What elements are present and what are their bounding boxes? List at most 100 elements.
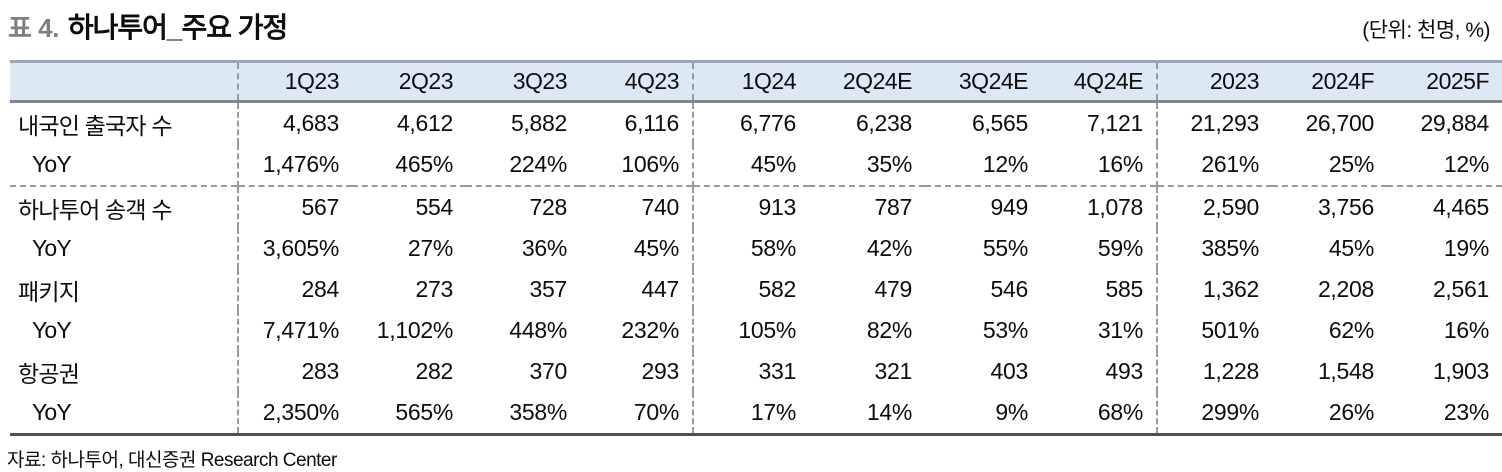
table-row: 항공권 283 282 370 293 331 321 403 493 1,228 1,548 1,9… bbox=[10, 351, 1502, 392]
table-cell: 55% bbox=[982, 235, 1028, 261]
row-label: 내국인 출국자 수 bbox=[18, 112, 173, 139]
table-cell: 21,293 bbox=[1156, 101, 1272, 144]
assumptions-table: 1Q23 2Q23 3Q23 4Q23 1Q24 2Q24E 3Q24E 4Q24E 2023 2… bbox=[10, 60, 1502, 436]
table-cell: 6,116 bbox=[624, 110, 680, 136]
table-cell: 68% bbox=[1097, 399, 1143, 425]
table-cell: 283 bbox=[237, 351, 352, 392]
table-row: 하나투어 송객 수 567 554 728 740 913 787 949 1,078 2,590… bbox=[10, 185, 1502, 228]
table-cell: 2,208 bbox=[1317, 276, 1374, 302]
row-label: 패키지 bbox=[18, 278, 80, 305]
table-cell: 62% bbox=[1328, 317, 1374, 343]
table-cell: 740 bbox=[580, 185, 693, 228]
table-cell: 4,612 bbox=[396, 110, 453, 136]
header-cell-4q23: 4Q23 bbox=[580, 61, 693, 103]
table-titlebar: 표 4. 하나투어_주요 가정 (단위: 천명, %) bbox=[0, 0, 1502, 60]
table-title-text: 하나투어_주요 가정 bbox=[67, 12, 288, 43]
table-body: 내국인 출국자 수 4,683 4,612 5,882 6,116 6,776 6,238 6… bbox=[10, 101, 1502, 435]
table-title: 표 4. 하나투어_주요 가정 bbox=[8, 6, 288, 46]
table-cell: 6,776 bbox=[692, 101, 809, 144]
table-cell: 403 bbox=[990, 358, 1029, 384]
table-cell: 25% bbox=[1328, 151, 1374, 177]
table-cell: 232% bbox=[621, 317, 679, 343]
table-cell: 58% bbox=[692, 228, 809, 269]
table-cell: 2,350% bbox=[237, 392, 352, 435]
table-cell: 447 bbox=[641, 276, 680, 302]
table-cell: 12% bbox=[982, 151, 1028, 177]
table-header: 1Q23 2Q23 3Q23 4Q23 1Q24 2Q24E 3Q24E 4Q24E 2023 2… bbox=[10, 61, 1502, 103]
table-cell: 82% bbox=[866, 317, 912, 343]
table-cell: 2,590 bbox=[1156, 185, 1272, 228]
table-cell: 299% bbox=[1156, 392, 1272, 435]
table-cell: 105% bbox=[692, 310, 809, 351]
table-cell: 29,884 bbox=[1420, 110, 1489, 136]
table-cell: 19% bbox=[1443, 235, 1489, 261]
table-row: YoY 2,350% 565% 358% 70% 17% 14% 9% 68% 299% 26% 23… bbox=[10, 392, 1502, 435]
table-cell: 27% bbox=[407, 235, 453, 261]
header-cell-2q23: 2Q23 bbox=[352, 61, 466, 103]
table-cell: 14% bbox=[866, 399, 912, 425]
table-cell: 479 bbox=[874, 276, 913, 302]
table-cell: 45% bbox=[633, 235, 679, 261]
header-cell-2025f: 2025F bbox=[1387, 61, 1502, 103]
table-cell: 31% bbox=[1097, 317, 1143, 343]
table-cell: 261% bbox=[1156, 144, 1272, 186]
row-label: YoY bbox=[32, 151, 72, 177]
header-cell-2023: 2023 bbox=[1156, 61, 1272, 103]
table-row: 내국인 출국자 수 4,683 4,612 5,882 6,116 6,776 6,238 6… bbox=[10, 101, 1502, 144]
table-header-row: 1Q23 2Q23 3Q23 4Q23 1Q24 2Q24E 3Q24E 4Q24E 2023 2… bbox=[10, 61, 1502, 103]
table-cell: 45% bbox=[692, 144, 809, 186]
table-cell: 224% bbox=[509, 151, 567, 177]
table-cell: 565% bbox=[395, 399, 453, 425]
header-cell-4q24e: 4Q24E bbox=[1041, 61, 1157, 103]
table-cell: 331 bbox=[692, 351, 809, 392]
table-cell: 6,565 bbox=[971, 110, 1028, 136]
table-cell: 582 bbox=[692, 269, 809, 310]
table-cell: 70% bbox=[633, 399, 679, 425]
table-cell: 2,561 bbox=[1432, 276, 1489, 302]
table-cell: 1,362 bbox=[1156, 269, 1272, 310]
table-number-label: 표 4. bbox=[8, 13, 59, 43]
table-cell: 321 bbox=[874, 358, 913, 384]
table-cell: 567 bbox=[237, 185, 352, 228]
table-cell: 370 bbox=[529, 358, 568, 384]
table-row: 패키지 284 273 357 447 582 479 546 585 1,362 2,208 2,5… bbox=[10, 269, 1502, 310]
table-cell: 949 bbox=[925, 185, 1041, 228]
header-cell-3q24e: 3Q24E bbox=[925, 61, 1041, 103]
table-cell: 1,476% bbox=[237, 144, 352, 186]
source-note: 자료: 하나투어, 대신증권 Research Center bbox=[7, 450, 337, 471]
table-cell: 493 bbox=[1105, 358, 1144, 384]
table-cell: 5,882 bbox=[510, 110, 567, 136]
table-cell: 7,121 bbox=[1086, 110, 1143, 136]
table-cell: 7,471% bbox=[237, 310, 352, 351]
table-cell: 9% bbox=[995, 399, 1028, 425]
table-row: YoY 3,605% 27% 36% 45% 58% 42% 55% 59% 385% 45% 19% bbox=[10, 228, 1502, 269]
table-cell: 3,605% bbox=[237, 228, 352, 269]
row-label: 하나투어 송객 수 bbox=[10, 185, 238, 228]
table-cell: 1,102% bbox=[376, 317, 454, 343]
header-cell-2024f: 2024F bbox=[1272, 61, 1387, 103]
table-cell: 4,683 bbox=[237, 101, 352, 144]
table-cell: 16% bbox=[1443, 317, 1489, 343]
table-cell: 23% bbox=[1443, 399, 1489, 425]
table-cell: 36% bbox=[521, 235, 567, 261]
table-cell: 554 bbox=[352, 185, 466, 228]
header-cell-2q24e: 2Q24E bbox=[809, 61, 925, 103]
table-cell: 17% bbox=[692, 392, 809, 435]
table-cell: 1,228 bbox=[1156, 351, 1272, 392]
table-cell: 546 bbox=[990, 276, 1029, 302]
table-cell: 585 bbox=[1105, 276, 1144, 302]
table-cell: 385% bbox=[1156, 228, 1272, 269]
unit-label: (단위: 천명, %) bbox=[1362, 19, 1490, 42]
table-cell: 1,903 bbox=[1432, 358, 1489, 384]
table-cell: 358% bbox=[509, 399, 567, 425]
table-cell: 284 bbox=[237, 269, 352, 310]
table-cell: 465% bbox=[395, 151, 453, 177]
table-cell: 448% bbox=[509, 317, 567, 343]
header-cell-row-label bbox=[10, 61, 238, 103]
header-cell-1q23: 1Q23 bbox=[237, 61, 352, 103]
table-cell: 35% bbox=[866, 151, 912, 177]
table-cell: 3,756 bbox=[1272, 185, 1387, 228]
table-row: YoY 7,471% 1,102% 448% 232% 105% 82% 53% 31% 501%… bbox=[10, 310, 1502, 351]
header-cell-3q23: 3Q23 bbox=[466, 61, 580, 103]
